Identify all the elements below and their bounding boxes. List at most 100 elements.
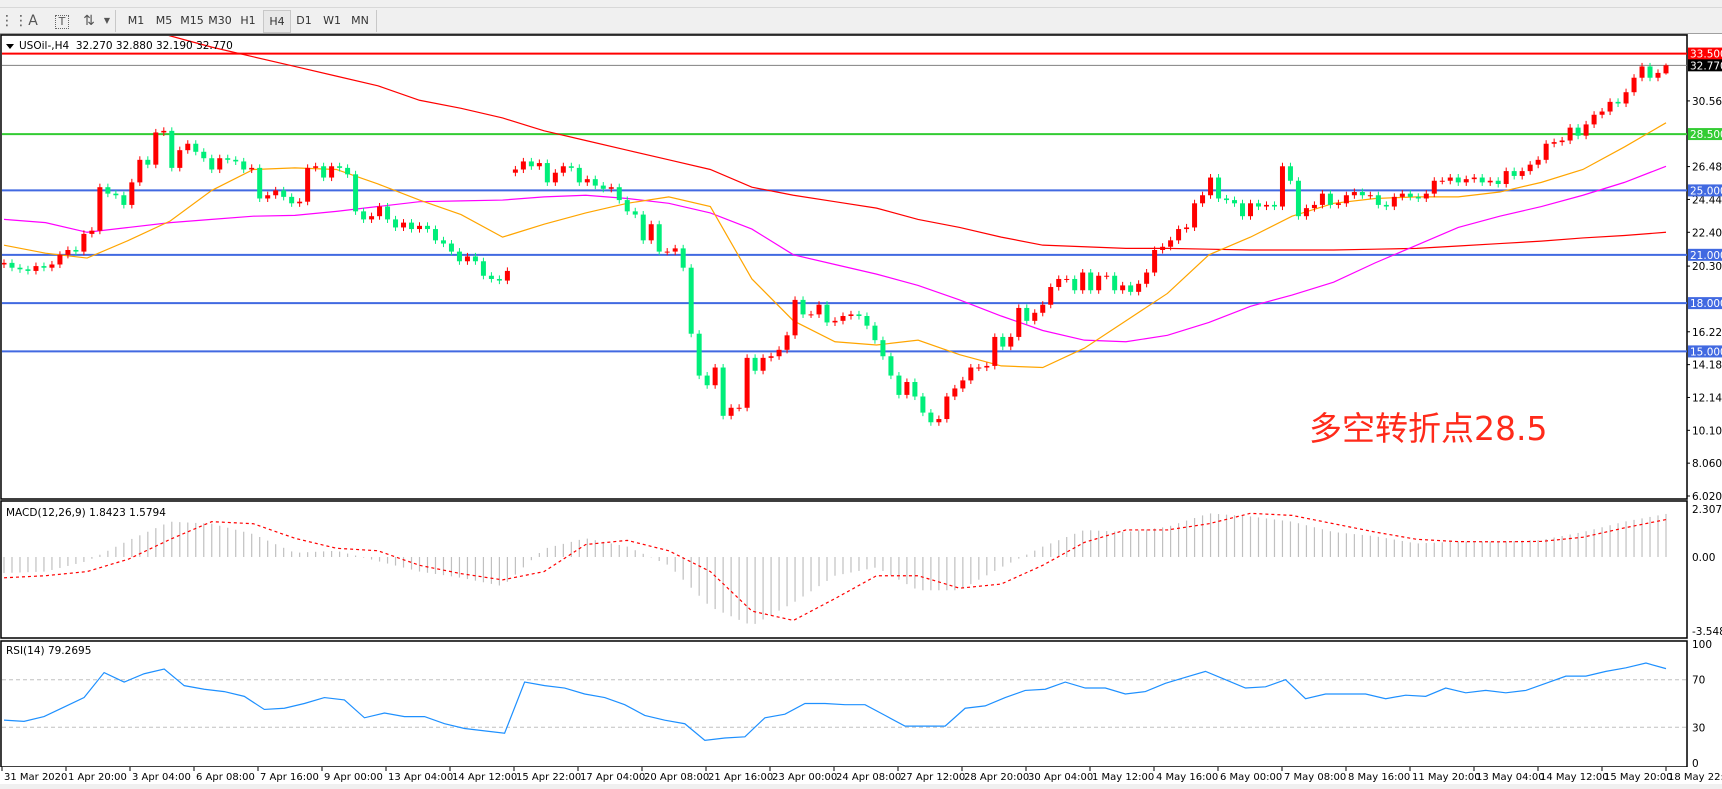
candle-body xyxy=(281,190,287,197)
candle-body xyxy=(1311,204,1317,209)
price-tick-label: 10.100 xyxy=(1692,425,1722,437)
candle-body xyxy=(600,185,606,189)
candle-body xyxy=(488,275,494,279)
candle-body xyxy=(920,396,926,413)
timeframe-m15-button[interactable]: M15 xyxy=(180,14,204,27)
candle-body xyxy=(560,166,566,173)
arrows-icon[interactable]: ⇅ xyxy=(83,13,95,29)
time-tick-label: 15 Apr 22:00 xyxy=(516,772,581,783)
candle-body xyxy=(992,336,998,366)
candle-body xyxy=(680,248,686,268)
candle-body xyxy=(1415,196,1421,199)
candle-body xyxy=(1000,336,1006,347)
candle-body xyxy=(784,335,790,350)
candle-body xyxy=(1255,203,1261,207)
timeframe-m1-button[interactable]: M1 xyxy=(127,14,145,27)
candle-body xyxy=(776,349,782,357)
candle-body xyxy=(640,214,646,241)
candle-body xyxy=(1216,177,1222,199)
candle-body xyxy=(1287,166,1293,181)
candle-body xyxy=(1487,180,1493,183)
ma-fast-line xyxy=(3,122,1667,369)
candle-body xyxy=(345,167,351,175)
time-tick-label: 31 Mar 2020 xyxy=(4,772,67,783)
timeframe-m5-button[interactable]: M5 xyxy=(155,14,173,27)
timeframe-h4-button[interactable]: H4 xyxy=(263,10,291,33)
candle-body xyxy=(1343,195,1349,204)
candle-body xyxy=(704,375,710,386)
candle-body xyxy=(1559,140,1565,143)
candle-body xyxy=(201,151,207,159)
time-tick-label: 13 Apr 04:00 xyxy=(388,772,453,783)
candle-body xyxy=(656,224,662,252)
price-tick-label: 16.220 xyxy=(1692,327,1722,339)
candle-body xyxy=(1303,208,1309,217)
candle-body xyxy=(744,357,750,408)
candle-body xyxy=(401,222,407,228)
price-tick-label: 30.560 xyxy=(1692,96,1722,108)
candle-body xyxy=(832,320,838,323)
rsi-panel xyxy=(0,640,1688,768)
candle-body xyxy=(153,132,159,165)
ma-slow-line xyxy=(168,36,1667,251)
candle-body xyxy=(249,167,255,170)
candle-body xyxy=(1551,142,1557,144)
triangle-down-icon[interactable] xyxy=(6,43,14,49)
candle-body xyxy=(1200,195,1206,204)
candle-body xyxy=(1088,272,1094,291)
timeframe-h1-button[interactable]: H1 xyxy=(240,14,256,27)
candle-body xyxy=(592,179,598,186)
candle-body xyxy=(1615,101,1621,104)
candle-body xyxy=(1599,111,1605,115)
candle-body xyxy=(289,196,295,204)
time-tick-label: 1 Apr 20:00 xyxy=(68,772,127,783)
grid-icon[interactable]: ⋮⋮ xyxy=(0,13,28,29)
candle-body xyxy=(1064,278,1070,280)
candle-body xyxy=(688,267,694,334)
chevron-down-icon[interactable]: ▼ xyxy=(103,16,111,25)
timeframe-m30-button[interactable]: M30 xyxy=(208,14,232,27)
candle-body xyxy=(1232,200,1238,204)
time-tick-label: 13 May 04:00 xyxy=(1476,772,1545,783)
candle-body xyxy=(968,367,974,381)
candle-body xyxy=(1096,275,1102,291)
price-tick-label: 12.140 xyxy=(1692,392,1722,404)
candle-body xyxy=(824,304,830,323)
candle-body xyxy=(1072,278,1078,291)
candle-body xyxy=(1040,304,1046,313)
level-label: 18.000 xyxy=(1690,298,1722,310)
candle-body xyxy=(217,158,223,170)
timeframe-d1-button[interactable]: D1 xyxy=(296,14,312,27)
level-label: 15.000 xyxy=(1690,346,1722,358)
candle-body xyxy=(872,325,878,341)
candle-body xyxy=(800,299,806,315)
current-price-label: 32.770 xyxy=(1690,60,1722,72)
candle-body xyxy=(568,166,574,168)
candle-body xyxy=(504,270,510,281)
timeframe-w1-button[interactable]: W1 xyxy=(323,14,341,27)
candle-body xyxy=(105,187,111,194)
time-axis xyxy=(0,767,1722,784)
candle-body xyxy=(696,333,702,376)
candle-body xyxy=(1407,193,1413,197)
candle-body xyxy=(81,233,87,252)
time-tick-label: 1 May 12:00 xyxy=(1092,772,1154,783)
candle-body xyxy=(1104,275,1110,277)
candle-body xyxy=(472,256,478,262)
candle-body xyxy=(73,249,79,252)
candle-body xyxy=(1639,66,1645,78)
candle-body xyxy=(768,356,774,358)
time-tick-label: 7 May 08:00 xyxy=(1284,772,1346,783)
timeframe-mn-button[interactable]: MN xyxy=(351,14,369,27)
text-icon[interactable]: A xyxy=(28,13,38,29)
price-tick-label: 14.180 xyxy=(1692,360,1722,372)
candle-body xyxy=(385,206,391,220)
candle-body xyxy=(369,216,375,220)
main-toolbar xyxy=(0,0,1722,8)
candle-body xyxy=(337,166,343,168)
candle-body xyxy=(1208,177,1214,196)
text-label-icon[interactable]: T xyxy=(55,15,69,29)
candle-body xyxy=(241,161,247,170)
candle-body xyxy=(137,159,143,183)
price-tick-label: 24.440 xyxy=(1692,194,1722,206)
